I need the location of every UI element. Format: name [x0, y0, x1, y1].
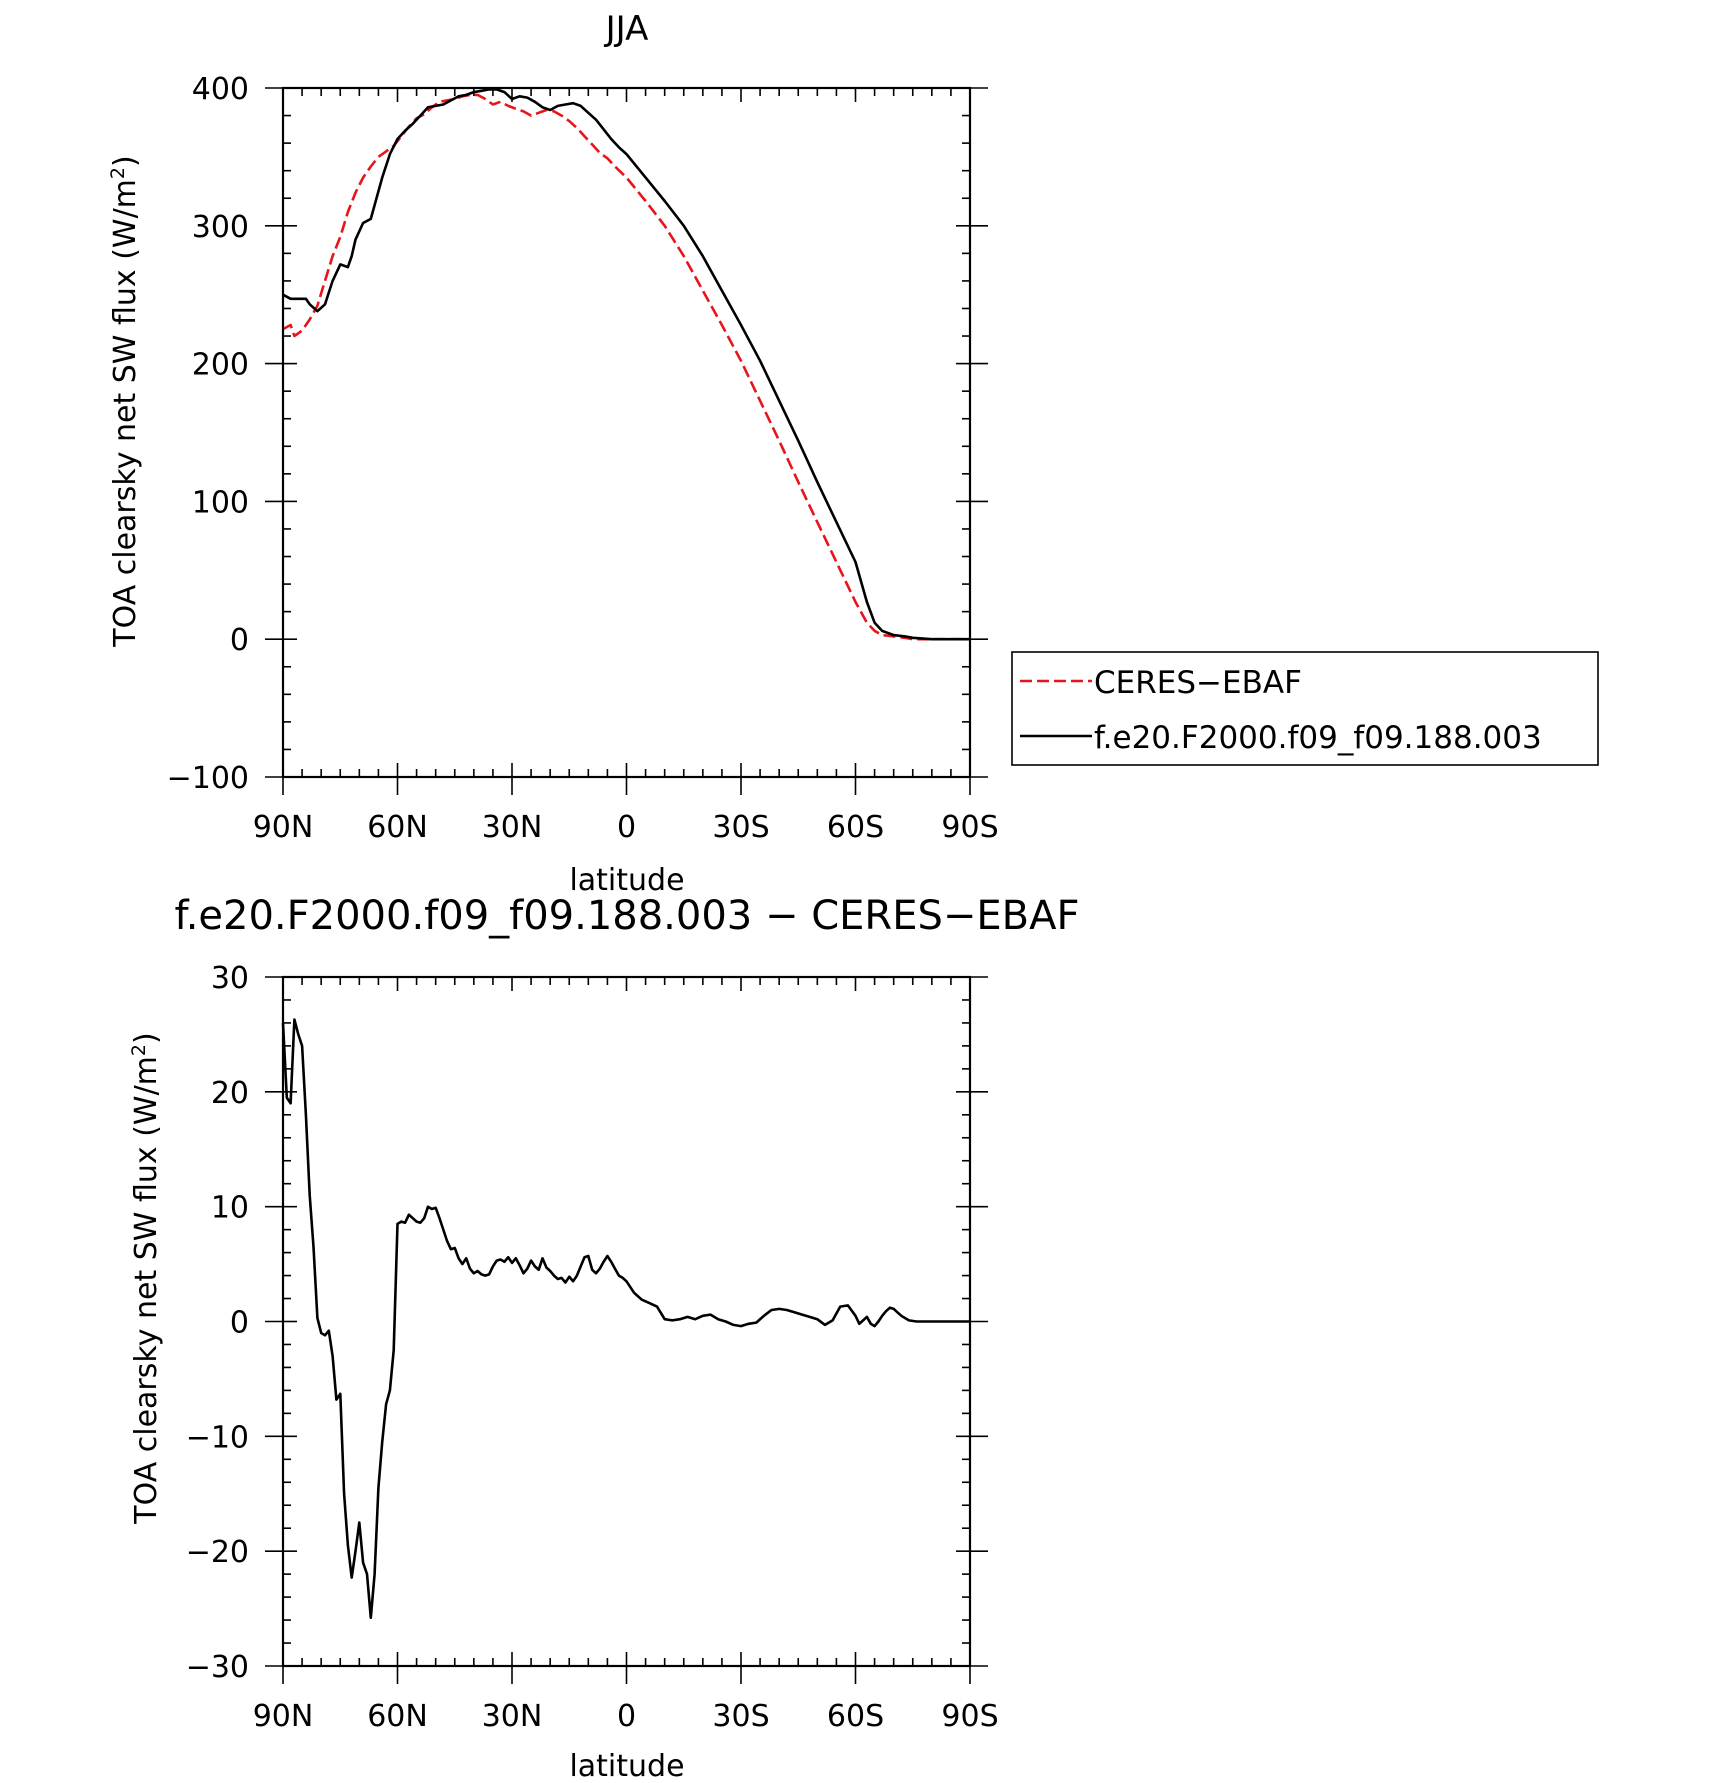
chart-top-x-axis-label: latitude [569, 863, 684, 898]
legend-label-model: f.e20.F2000.f09_f09.188.003 [1094, 720, 1542, 756]
chart-bottom: f.e20.F2000.f09_f09.188.003 − CERES−EBAF… [128, 893, 1079, 1783]
chart-top-x-tick-label: 30S [712, 810, 769, 845]
chart-top-y-tick-label: 0 [230, 623, 249, 658]
chart-top-y-tick-label: 400 [192, 72, 249, 107]
chart-top-y-tick-label: 200 [192, 348, 249, 383]
chart-top-legend: CERES−EBAF f.e20.F2000.f09_f09.188.003 [1011, 651, 1599, 766]
chart-top-x-tick-label: 60N [367, 810, 428, 845]
chart-top-x-tick-label: 0 [617, 810, 636, 845]
chart-bottom-y-tick-label: −10 [186, 1420, 249, 1455]
chart-top-frame [281, 86, 972, 779]
chart-top-x-tick-label: 90S [941, 810, 998, 845]
chart-top-x-tick-label: 90N [253, 810, 314, 845]
chart-top-plot [282, 88, 970, 641]
chart-top-x-tick-label: 60S [827, 810, 884, 845]
chart-bottom-y-tick-label: 10 [211, 1191, 249, 1226]
chart-bottom-axes: 90N 60N 30N 0 30S 60S 90S 30 20 10 0 −10 −20 −30 [186, 961, 999, 1734]
chart-top-y-tick-label: −100 [167, 761, 249, 796]
chart-bottom-title: f.e20.F2000.f09_f09.188.003 − CERES−EBAF [175, 893, 1080, 939]
chart-bottom-x-tick-label: 0 [617, 1699, 636, 1734]
chart-top: JJA 90N 60N 30N 0 30S 60S 90S 400 300 200 100 0 −100… [107, 9, 1599, 898]
legend-label-ceres: CERES−EBAF [1094, 665, 1302, 701]
chart-bottom-y-tick-label: 20 [211, 1076, 249, 1111]
chart-top-axes: 90N 60N 30N 0 30S 60S 90S 400 300 200 100 0 −100 [167, 72, 999, 845]
chart-bottom-x-tick-label: 30N [482, 1699, 543, 1734]
legend-box [1011, 651, 1599, 766]
chart-top-y-tick-label: 300 [192, 210, 249, 245]
chart-top-series-line-0 [282, 93, 970, 641]
chart-bottom-y-axis-label: TOA clearsky net SW flux (W/m2) [128, 1032, 164, 1524]
chart-bottom-y-tick-label: 0 [230, 1306, 249, 1341]
chart-bottom-x-tick-label: 90S [941, 1699, 998, 1734]
chart-bottom-y-tick-label: −20 [186, 1535, 249, 1570]
chart-bottom-frame [281, 975, 972, 1668]
chart-top-y-axis-label: TOA clearsky net SW flux (W/m2) [107, 155, 143, 647]
chart-bottom-y-tick-label: −30 [186, 1650, 249, 1685]
chart-bottom-x-tick-label: 30S [712, 1699, 769, 1734]
chart-top-y-tick-label: 100 [192, 485, 249, 520]
chart-bottom-x-axis-label: latitude [569, 1749, 684, 1783]
chart-top-x-tick-label: 30N [482, 810, 543, 845]
chart-top-series-line-1 [282, 88, 970, 641]
chart-top-title: JJA [604, 9, 649, 49]
chart-bottom-series-line-0 [281, 1018, 970, 1620]
chart-bottom-x-tick-label: 60S [827, 1699, 884, 1734]
chart-bottom-y-tick-label: 30 [211, 961, 249, 996]
chart-bottom-x-tick-label: 60N [367, 1699, 428, 1734]
chart-bottom-x-tick-label: 90N [253, 1699, 314, 1734]
chart-bottom-plot [281, 1018, 970, 1620]
